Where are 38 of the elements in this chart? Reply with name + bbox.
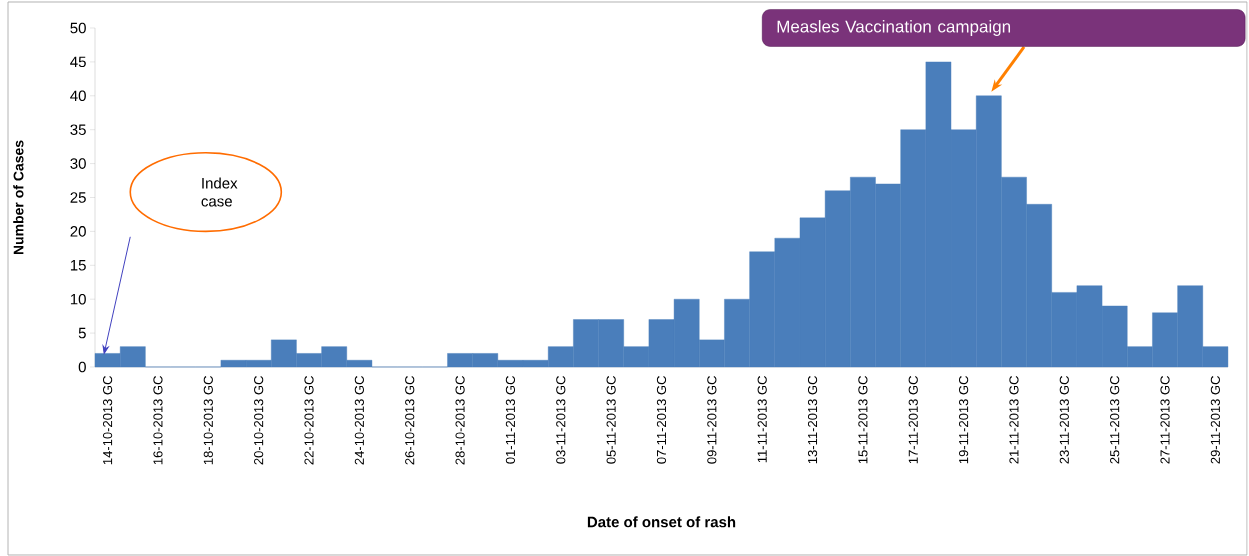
x-axis-title: Date of onset of rash	[587, 516, 736, 528]
y-tick-label: 5	[78, 327, 86, 339]
x-tick-label: 20-10-2013 GC	[254, 376, 264, 465]
y-tick-label: 25	[70, 192, 86, 203]
x-tick-label: 17-11-2013 GC	[908, 376, 918, 464]
y-tick-label: 45	[70, 56, 86, 68]
x-tick-label: 16-10-2013 GC	[153, 376, 163, 465]
y-tick-label: 15	[70, 260, 86, 271]
y-tick-label: 30	[70, 158, 86, 169]
x-tick-label: 27-11-2013 GC	[1160, 376, 1170, 464]
annotation: Index case	[201, 177, 238, 207]
x-tick-label: 15-11-2013 GC	[858, 376, 868, 464]
x-tick-label: 11-11-2013 GC	[757, 376, 767, 463]
x-tick-label: 29-11-2013 GC	[1210, 376, 1220, 464]
x-tick-label: 19-11-2013 GC	[959, 376, 969, 464]
x-tick-label: 23-11-2013 GC	[1059, 376, 1069, 464]
x-tick-label: 21-11-2013 GC	[1009, 376, 1019, 464]
x-tick-label: 18-10-2013 GC	[203, 376, 213, 465]
x-tick-label: 09-11-2013 GC	[707, 376, 717, 464]
x-tick-label: 01-11-2013 GC	[505, 376, 516, 464]
y-tick-label: 20	[70, 226, 86, 237]
annotation: Measles Vaccination campaign	[777, 20, 1011, 36]
x-tick-label: 13-11-2013 GC	[807, 376, 818, 464]
x-tick-label: 07-11-2013 GC	[656, 376, 667, 464]
y-tick-label: 10	[70, 293, 86, 305]
x-tick-label: 24-10-2013 GC	[354, 376, 364, 465]
y-tick-label: 35	[70, 124, 86, 135]
x-tick-label: 03-11-2013 GC	[556, 376, 566, 464]
y-tick-label: 40	[70, 90, 86, 102]
x-tick-label: 26-10-2013 GC	[405, 376, 415, 465]
x-tick-label: 05-11-2013 GC	[606, 376, 616, 464]
y-tick-label: 50	[70, 22, 86, 34]
x-tick-label: 25-11-2013 GC	[1110, 376, 1120, 464]
x-tick-label: 14-10-2013 GC	[103, 376, 113, 465]
y-tick-label: 0	[78, 361, 86, 373]
x-tick-label: 28-10-2013 GC	[455, 376, 465, 465]
x-tick-label: 22-10-2013 GC	[304, 376, 314, 465]
y-axis-title: Number of Cases	[13, 140, 24, 255]
